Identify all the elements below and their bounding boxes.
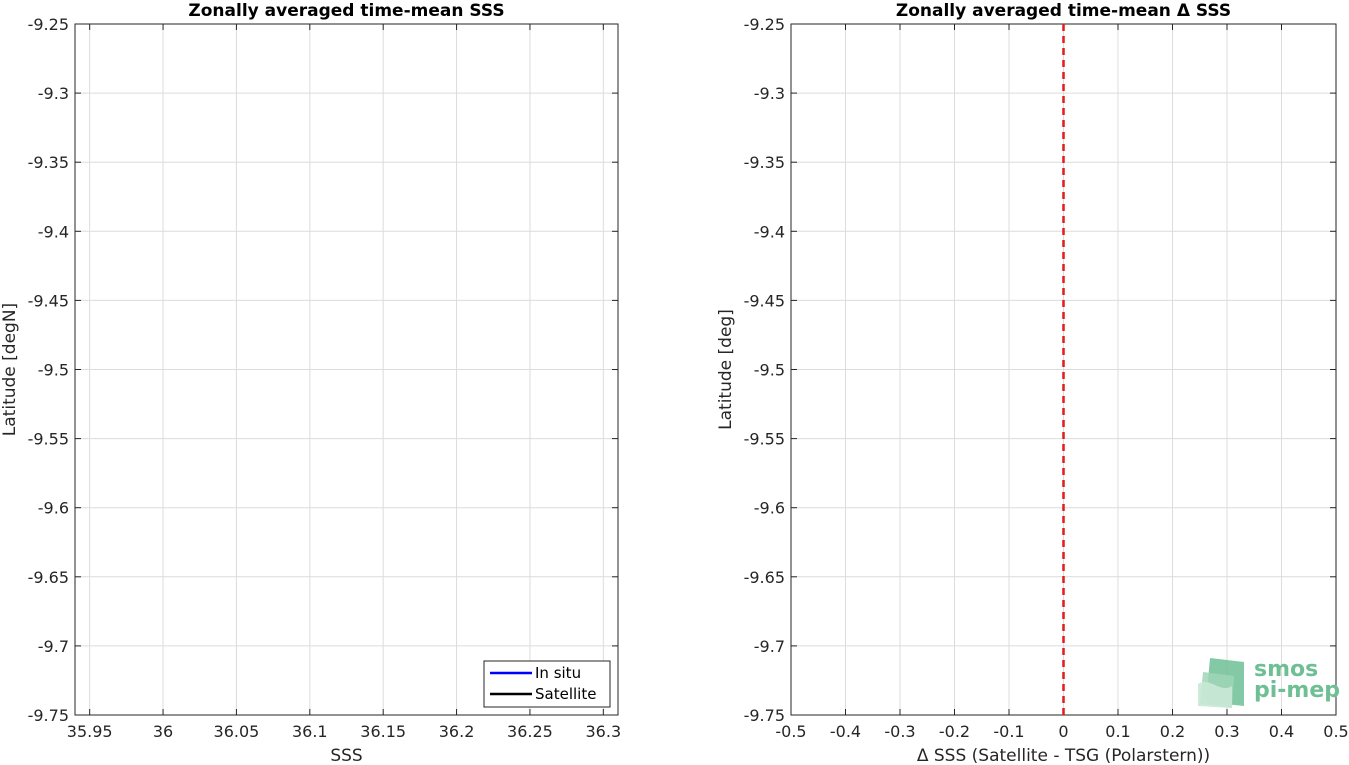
x-tick-label: 36.2 xyxy=(439,722,475,741)
y-axis-label: Latitude [degN] xyxy=(0,303,20,436)
y-tick-label: -9.55 xyxy=(28,430,69,449)
y-tick-label: -9.5 xyxy=(754,361,785,380)
right-chart-panel: -0.5 -0.4 -0.3 -0.2 -0.1 0 0.1 0.2 0.3 0.4 0.5 -9.2… xyxy=(716,1,1349,765)
x-tick-label: 36.3 xyxy=(586,722,622,741)
chart-title: Zonally averaged time-mean SSS xyxy=(188,1,504,21)
x-tick-label: 0.1 xyxy=(1105,722,1130,741)
smos-pi-mep-logo: smos pi-mep xyxy=(1198,657,1340,708)
x-tick-label: 0.3 xyxy=(1214,722,1239,741)
y-tick-label: -9.75 xyxy=(744,706,785,725)
x-tick-label: -0.4 xyxy=(830,722,861,741)
left-chart-panel: 35.95 36 36.05 36.1 36.15 36.2 36.25 36.3 -9.25 -… xyxy=(0,1,621,765)
y-tick-label: -9.65 xyxy=(28,568,69,587)
y-tick-label: -9.25 xyxy=(28,15,69,34)
y-tick-label: -9.35 xyxy=(744,153,785,172)
y-tick-label: -9.5 xyxy=(38,361,69,380)
x-axis-label: SSS xyxy=(330,746,362,765)
legend-label: Satellite xyxy=(535,685,596,703)
y-tick-label: -9.7 xyxy=(38,637,69,656)
y-tick-label: -9.65 xyxy=(744,568,785,587)
x-tick-label: 36 xyxy=(153,722,173,741)
logo-mark-icon xyxy=(1198,658,1244,708)
x-tick-label: 36.15 xyxy=(360,722,406,741)
x-tick-label: -0.3 xyxy=(884,722,915,741)
y-tick-label: -9.4 xyxy=(754,222,785,241)
x-tick-label: -0.5 xyxy=(775,722,806,741)
y-tick-label: -9.45 xyxy=(744,291,785,310)
x-tick-label: -0.2 xyxy=(939,722,970,741)
legend-box xyxy=(483,660,611,708)
x-tick-label: 0.2 xyxy=(1160,722,1185,741)
logo-text-smos: smos xyxy=(1254,657,1318,682)
y-tick-label: -9.35 xyxy=(28,153,69,172)
chart-title: Zonally averaged time-mean Δ SSS xyxy=(896,1,1231,21)
y-tick-label: -9.6 xyxy=(754,499,785,518)
y-tick-label: -9.7 xyxy=(754,637,785,656)
x-tick-label: 0.5 xyxy=(1323,722,1348,741)
y-tick-label: -9.75 xyxy=(28,706,69,725)
logo-text-pi-mep: pi-mep xyxy=(1254,678,1340,703)
x-tick-label: 0.4 xyxy=(1269,722,1294,741)
legend: In situ Satellite xyxy=(483,660,611,708)
y-tick-label: -9.3 xyxy=(38,84,69,103)
y-tick-label: -9.6 xyxy=(38,499,69,518)
x-tick-label: 36.05 xyxy=(214,722,260,741)
x-tick-label: 36.25 xyxy=(507,722,553,741)
x-tick-label: 0 xyxy=(1058,722,1068,741)
y-tick-label: -9.55 xyxy=(744,430,785,449)
x-tick-label: 36.1 xyxy=(292,722,328,741)
y-tick-label: -9.25 xyxy=(744,15,785,34)
y-axis-label: Latitude [deg] xyxy=(716,309,736,430)
x-tick-label: 35.95 xyxy=(67,722,113,741)
y-tick-label: -9.4 xyxy=(38,222,69,241)
y-tick-label: -9.3 xyxy=(754,84,785,103)
x-tick-label: -0.1 xyxy=(993,722,1024,741)
x-axis-label: Δ SSS (Satellite - TSG (Polarstern)) xyxy=(917,746,1210,765)
legend-label: In situ xyxy=(535,664,581,682)
y-tick-label: -9.45 xyxy=(28,291,69,310)
